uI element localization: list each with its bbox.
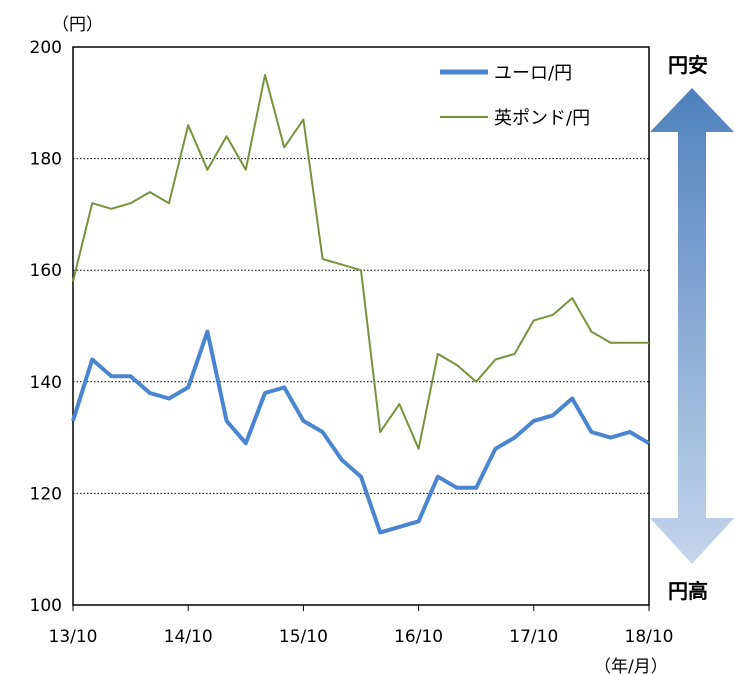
legend-label-pound: 英ポンド/円 xyxy=(494,108,590,129)
x-tick-label: 18/10 xyxy=(625,627,674,647)
pound-yen-line xyxy=(72,73,649,450)
double-arrow-shape xyxy=(650,88,734,564)
y-unit-label: （円） xyxy=(52,15,103,35)
strong-yen-label: 円高 xyxy=(668,579,708,603)
yen-direction-arrow: 円安 円高 xyxy=(650,53,734,603)
y-tick-label: 200 xyxy=(30,38,62,58)
x-tick-label: 16/10 xyxy=(394,627,443,647)
series-layer xyxy=(71,73,651,535)
y-tick-label: 120 xyxy=(30,484,62,504)
x-axis-ticks: 13/10 14/10 15/10 16/10 17/10 18/10 xyxy=(49,605,674,647)
euro-yen-line xyxy=(71,329,651,535)
x-tick-label: 14/10 xyxy=(164,627,213,647)
y-tick-label: 160 xyxy=(30,261,62,281)
x-tick-label: 13/10 xyxy=(49,627,98,647)
y-axis-ticks: 100 120 140 160 180 200 xyxy=(30,38,62,616)
x-tick-label: 15/10 xyxy=(279,627,328,647)
legend-label-euro: ユーロ/円 xyxy=(494,63,572,84)
y-tick-label: 140 xyxy=(30,373,62,393)
weak-yen-label: 円安 xyxy=(668,53,708,77)
legend: ユーロ/円 英ポンド/円 xyxy=(440,63,590,129)
plot-area xyxy=(72,46,650,606)
x-tick-label: 17/10 xyxy=(509,627,558,647)
y-tick-label: 100 xyxy=(30,596,62,616)
x-unit-label: （年/月） xyxy=(594,657,668,675)
y-tick-label: 180 xyxy=(30,150,62,170)
